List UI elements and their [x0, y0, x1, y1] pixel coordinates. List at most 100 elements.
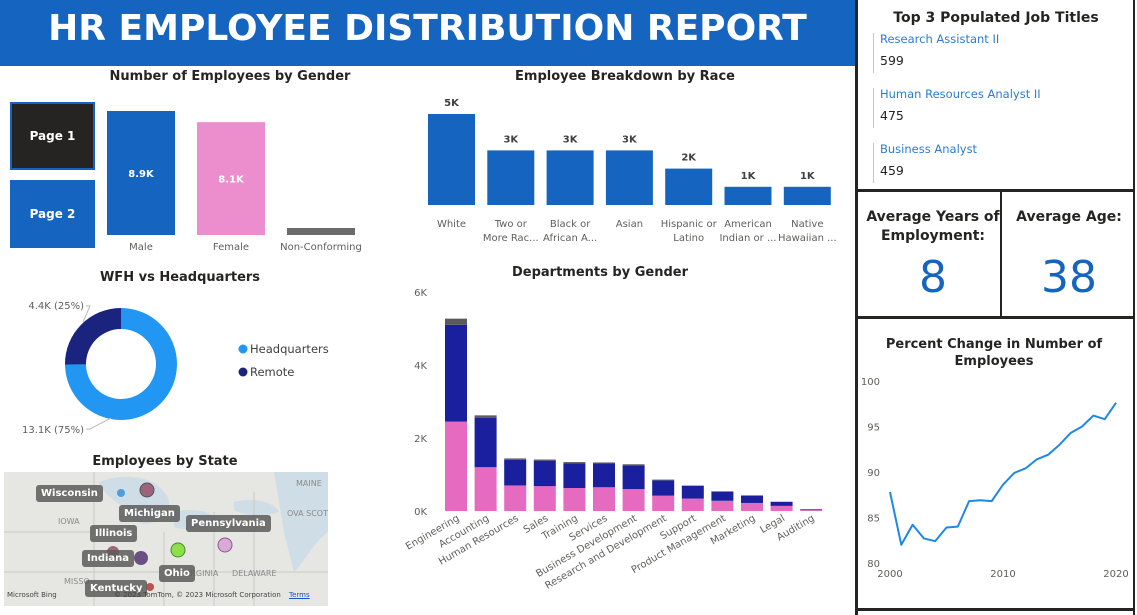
wfh-leader-0: [86, 417, 112, 430]
map-bubble-michigan[interactable]: [139, 482, 155, 498]
wfh-slice-1[interactable]: [65, 308, 121, 365]
pct-ytick-2: 90: [867, 468, 880, 479]
map-attribution: © 2023 TomTom, © 2023 Microsoft Corporat…: [114, 591, 310, 599]
dept-bar-12-0[interactable]: [800, 510, 823, 511]
wfh-slice-label-0: 13.1K (75%): [22, 425, 84, 436]
divider-2: [1000, 192, 1002, 317]
job-title-3: Business Analyst 459: [880, 142, 1130, 178]
dept-bar-5-2[interactable]: [593, 462, 615, 464]
header-bar: [0, 0, 855, 66]
pct-xtick-1: 2010: [990, 569, 1015, 580]
dept-bar-1-2[interactable]: [474, 415, 497, 418]
wfh-slice-0[interactable]: [65, 308, 178, 420]
map-pill-michigan[interactable]: Michigan: [119, 505, 180, 522]
map-bubble-wisconsin[interactable]: [117, 489, 125, 497]
dept-bar-11-1[interactable]: [770, 501, 793, 506]
avg-age-value: 38: [1041, 252, 1097, 303]
dept-bar-9-1[interactable]: [711, 491, 734, 501]
wfh-chart-title: WFH vs Headquarters: [99, 270, 261, 285]
map-bubble-ohio[interactable]: [170, 542, 186, 558]
dept-bar-4-0[interactable]: [563, 488, 586, 511]
dept-bar-10-1[interactable]: [741, 495, 763, 503]
avg-years-value: 8: [919, 252, 947, 303]
page2-button[interactable]: Page 2: [10, 180, 95, 248]
page1-button[interactable]: Page 1: [10, 102, 95, 170]
job-title-1-divider: [873, 33, 874, 73]
wfh-legend-label-1[interactable]: Remote: [250, 365, 294, 379]
dept-bar-5-0[interactable]: [593, 487, 615, 511]
dept-bar-8-1[interactable]: [681, 485, 704, 499]
race-bar-label-4: 2K: [681, 153, 697, 164]
gender-bar-0[interactable]: [107, 111, 175, 235]
dept-bar-1-0[interactable]: [474, 467, 497, 511]
dept-bar-0-1[interactable]: [445, 324, 467, 422]
map-bubble-pennsylvania[interactable]: [217, 537, 233, 553]
state-map[interactable]: MAINE IOWA MISSO DELAWARE OVA SCOT IRGIN…: [4, 472, 328, 606]
race-chart-title: Employee Breakdown by Race: [515, 69, 735, 84]
dept-bar-3-2[interactable]: [533, 459, 556, 461]
wfh-legend-label-0[interactable]: Headquarters: [250, 342, 329, 356]
dept-bar-0-2[interactable]: [445, 318, 467, 325]
map-label-0: MAINE: [296, 479, 322, 488]
map-pill-pennsylvania[interactable]: Pennsylvania: [186, 515, 271, 532]
dept-bar-2-2[interactable]: [504, 458, 527, 460]
dept-bar-3-0[interactable]: [533, 486, 556, 511]
map-label-4: OVA SCOT: [287, 509, 328, 518]
dept-bar-6-2[interactable]: [622, 464, 645, 466]
wfh-slice-label-1: 4.4K (25%): [28, 301, 84, 312]
dept-bar-2-0[interactable]: [504, 485, 527, 511]
gender-bar-2[interactable]: [287, 228, 355, 235]
job-title-2-count: 475: [880, 108, 904, 123]
job-title-3-divider: [873, 143, 874, 183]
race-category-6-0: Native: [791, 219, 823, 230]
wfh-legend-marker-1: [238, 367, 248, 377]
dept-bar-12-1[interactable]: [800, 509, 823, 511]
dept-bar-11-0[interactable]: [770, 505, 793, 511]
dept-bar-6-0[interactable]: [622, 489, 645, 511]
dept-bar-8-0[interactable]: [681, 498, 704, 511]
race-bar-6[interactable]: [783, 186, 831, 205]
race-bar-3[interactable]: [605, 150, 653, 205]
job-title-2: Human Resources Analyst II 475: [880, 87, 1130, 123]
page1-label: Page 1: [29, 129, 76, 143]
gender-bar-1[interactable]: [197, 122, 265, 235]
map-pill-kentucky[interactable]: Kentucky: [85, 580, 148, 597]
job-title-2-name: Human Resources Analyst II: [880, 87, 1041, 101]
divider-3: [855, 316, 1135, 319]
race-bar-label-5: 1K: [741, 171, 757, 182]
dept-chart-title: Departments by Gender: [512, 265, 688, 280]
dept-bar-6-1[interactable]: [622, 465, 645, 490]
map-pill-ohio[interactable]: Ohio: [159, 565, 195, 582]
page2-label: Page 2: [29, 207, 76, 221]
pct-line[interactable]: [889, 402, 1117, 546]
dept-bar-7-2[interactable]: [652, 479, 675, 481]
dept-bar-10-0[interactable]: [741, 502, 763, 511]
job-title-1-count: 599: [880, 53, 904, 68]
dept-ytick-1: 2K: [414, 434, 427, 445]
dept-bar-2-1[interactable]: [504, 459, 527, 486]
map-bubble-kentucky[interactable]: [146, 583, 154, 591]
race-bar-2[interactable]: [546, 150, 594, 205]
dept-bar-7-0[interactable]: [652, 495, 675, 511]
map-bubble-indiana[interactable]: [134, 551, 148, 565]
dept-bar-4-2[interactable]: [563, 462, 586, 464]
map-label-3: DELAWARE: [232, 569, 276, 578]
job-title-3-name: Business Analyst: [880, 142, 978, 156]
dept-bar-3-1[interactable]: [533, 460, 556, 487]
dept-bar-1-1[interactable]: [474, 417, 497, 468]
dept-bar-5-1[interactable]: [593, 463, 615, 488]
race-bar-0[interactable]: [428, 114, 475, 205]
report-title: HR EMPLOYEE DISTRIBUTION REPORT: [48, 8, 807, 49]
map-pill-indiana[interactable]: Indiana: [82, 550, 135, 567]
race-bar-4[interactable]: [665, 168, 713, 205]
race-bar-5[interactable]: [724, 186, 772, 205]
dept-bar-0-0[interactable]: [445, 421, 467, 511]
map-pill-illinois[interactable]: Illinois: [90, 525, 138, 542]
map-pill-wisconsin[interactable]: Wisconsin: [36, 485, 103, 502]
dept-bar-7-1[interactable]: [652, 480, 675, 496]
dept-bar-9-0[interactable]: [711, 500, 734, 511]
map-terms-link[interactable]: Terms: [289, 591, 310, 599]
race-bar-label-6: 1K: [800, 171, 816, 182]
race-bar-1[interactable]: [487, 150, 535, 205]
dept-bar-4-1[interactable]: [563, 463, 586, 489]
